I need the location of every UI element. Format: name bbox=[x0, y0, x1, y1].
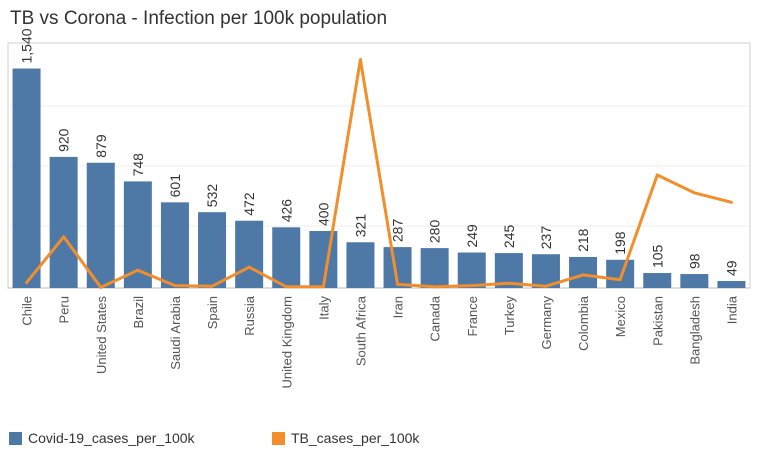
legend-label-tb: TB_cases_per_100k bbox=[291, 430, 420, 446]
bar-covid[interactable] bbox=[160, 202, 189, 288]
point-tb bbox=[544, 284, 548, 288]
point-tb bbox=[99, 285, 103, 289]
point-tb bbox=[173, 284, 177, 288]
bar-covid[interactable] bbox=[235, 220, 264, 288]
point-tb bbox=[210, 284, 214, 288]
x-tick-label: Turkey bbox=[502, 296, 517, 336]
bar-covid[interactable] bbox=[457, 252, 486, 288]
x-tick-label: Russia bbox=[242, 295, 257, 336]
point-tb bbox=[25, 281, 29, 285]
x-tick-label: Germany bbox=[539, 296, 554, 350]
point-tb bbox=[62, 235, 66, 239]
x-tick-label: Saudi Arabia bbox=[168, 295, 183, 369]
data-label: 49 bbox=[723, 260, 739, 276]
data-label: 249 bbox=[464, 224, 480, 248]
point-tb bbox=[470, 284, 474, 288]
bar-covid[interactable] bbox=[606, 259, 635, 288]
data-label: 472 bbox=[241, 192, 257, 216]
legend-label-covid: Covid-19_cases_per_100k bbox=[28, 430, 195, 446]
point-tb bbox=[729, 200, 733, 204]
data-label: 920 bbox=[56, 128, 72, 152]
x-tick-label: Pakistan bbox=[650, 296, 665, 346]
data-label: 400 bbox=[315, 202, 331, 226]
point-tb bbox=[247, 265, 251, 269]
x-tick-label: United States bbox=[94, 296, 109, 375]
point-tb bbox=[433, 285, 437, 289]
line-tb[interactable] bbox=[25, 58, 732, 289]
point-tb bbox=[136, 268, 140, 272]
data-label: 245 bbox=[501, 225, 517, 249]
x-tick-label: Colombia bbox=[576, 295, 591, 351]
bar-covid[interactable] bbox=[420, 248, 449, 288]
x-tick-label: South Africa bbox=[353, 295, 368, 366]
data-label: 98 bbox=[686, 253, 702, 269]
point-tb bbox=[581, 273, 585, 277]
data-label: 601 bbox=[167, 174, 183, 198]
data-label: 198 bbox=[612, 231, 628, 255]
data-label: 532 bbox=[204, 184, 220, 208]
x-tick-label: Spain bbox=[205, 296, 220, 329]
x-tick-label: India bbox=[724, 295, 739, 324]
x-tick-label: Mexico bbox=[613, 296, 628, 337]
x-tick-label: Italy bbox=[316, 296, 331, 320]
point-tb bbox=[321, 285, 325, 289]
bar-covid[interactable] bbox=[643, 273, 672, 288]
x-tick-label: Peru bbox=[57, 296, 72, 323]
data-label: 105 bbox=[649, 244, 665, 268]
point-tb bbox=[618, 278, 622, 282]
point-tb bbox=[284, 285, 288, 289]
legend-swatch-covid bbox=[9, 431, 22, 445]
chart-title: TB vs Corona - Infection per 100k popula… bbox=[10, 8, 388, 29]
data-label: 1,540 bbox=[19, 28, 35, 63]
bar-covid[interactable] bbox=[272, 227, 301, 288]
point-tb bbox=[396, 282, 400, 286]
x-tick-label: Brazil bbox=[131, 296, 146, 329]
x-tick-label: France bbox=[465, 296, 480, 336]
bar-covid[interactable] bbox=[346, 242, 375, 288]
point-tb bbox=[358, 58, 362, 62]
data-label: 879 bbox=[93, 134, 109, 158]
x-tick-label: United Kingdom bbox=[279, 296, 294, 389]
data-label: 287 bbox=[390, 219, 406, 243]
bar-covid[interactable] bbox=[569, 256, 598, 288]
x-tick-label: Chile bbox=[20, 296, 35, 326]
data-label: 426 bbox=[278, 199, 294, 223]
bar-covid[interactable] bbox=[123, 181, 152, 288]
data-label: 321 bbox=[352, 214, 368, 238]
bar-covid[interactable] bbox=[717, 281, 746, 288]
point-tb bbox=[655, 173, 659, 177]
data-label: 280 bbox=[427, 220, 443, 244]
bar-covid[interactable] bbox=[12, 68, 41, 288]
x-tick-label: Canada bbox=[428, 295, 443, 341]
legend-item-covid[interactable]: Covid-19_cases_per_100k bbox=[9, 430, 195, 446]
bar-covid[interactable] bbox=[680, 274, 709, 288]
legend-swatch-tb bbox=[272, 431, 285, 445]
data-label: 237 bbox=[538, 226, 554, 250]
point-tb bbox=[692, 191, 696, 195]
bar-covid[interactable] bbox=[49, 156, 78, 288]
bar-covid[interactable] bbox=[198, 212, 227, 288]
bar-covid[interactable] bbox=[86, 162, 115, 288]
legend-item-tb[interactable]: TB_cases_per_100k bbox=[272, 430, 419, 446]
data-label: 748 bbox=[130, 153, 146, 177]
x-tick-label: Iran bbox=[391, 296, 406, 318]
data-label: 218 bbox=[575, 228, 591, 252]
point-tb bbox=[507, 281, 511, 285]
x-tick-label: Bangladesh bbox=[687, 296, 702, 365]
